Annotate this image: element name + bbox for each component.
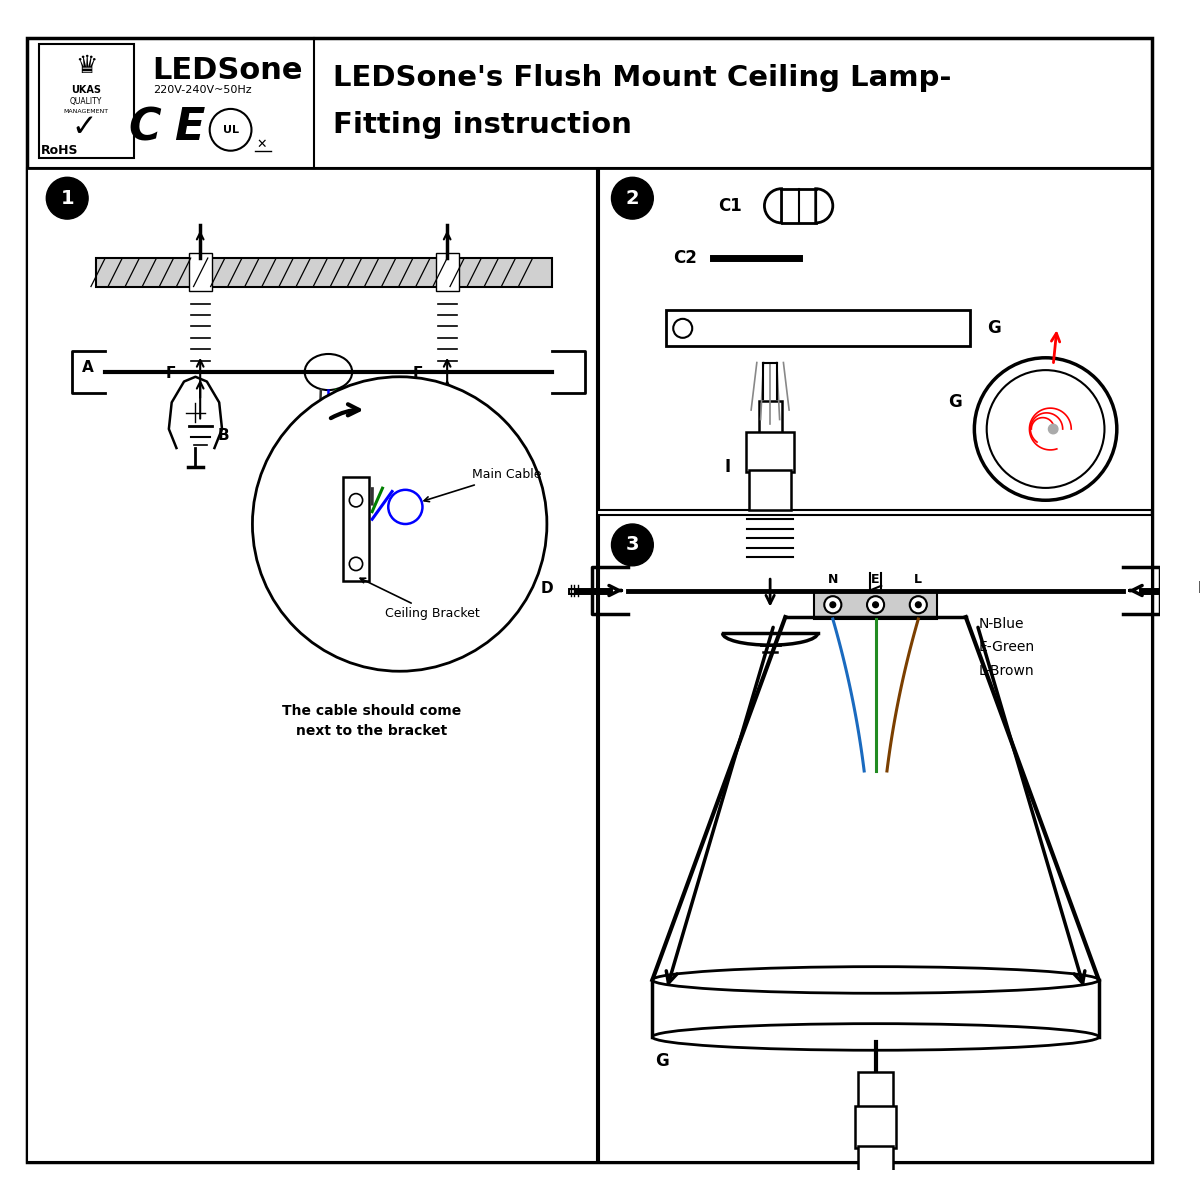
Circle shape xyxy=(612,524,653,566)
Bar xyxy=(854,1106,896,1148)
Circle shape xyxy=(916,602,922,607)
Circle shape xyxy=(986,370,1104,488)
Bar xyxy=(96,258,552,287)
Ellipse shape xyxy=(653,1024,1099,1050)
Text: F: F xyxy=(166,366,176,382)
Bar xyxy=(758,401,781,433)
Bar xyxy=(436,253,458,292)
Bar xyxy=(746,432,794,472)
Bar xyxy=(653,980,1099,1037)
Bar xyxy=(814,590,937,619)
Bar xyxy=(858,1072,893,1108)
Circle shape xyxy=(612,178,653,220)
Text: LEDSone: LEDSone xyxy=(618,644,1133,745)
Bar xyxy=(28,168,598,1163)
Text: N-Blue: N-Blue xyxy=(979,617,1025,631)
Text: D: D xyxy=(541,581,553,596)
Circle shape xyxy=(47,178,88,220)
Bar xyxy=(599,515,1152,1163)
Circle shape xyxy=(872,602,878,607)
Text: D: D xyxy=(1198,581,1200,596)
Bar xyxy=(599,168,1152,510)
Ellipse shape xyxy=(653,967,1099,994)
Text: The cable should come
next to the bracket: The cable should come next to the bracke… xyxy=(282,704,461,738)
Circle shape xyxy=(830,602,835,607)
Circle shape xyxy=(1049,425,1058,433)
Text: L-Brown: L-Brown xyxy=(979,665,1034,678)
Text: LEDSone: LEDSone xyxy=(52,550,566,650)
Text: A: A xyxy=(82,360,94,374)
Text: N: N xyxy=(828,572,838,586)
Circle shape xyxy=(252,377,547,671)
Text: QUALITY: QUALITY xyxy=(70,97,102,106)
Text: UL: UL xyxy=(222,125,239,134)
Text: 2: 2 xyxy=(625,188,640,208)
Circle shape xyxy=(210,109,252,151)
Circle shape xyxy=(673,319,692,338)
Text: E-Green: E-Green xyxy=(979,641,1036,654)
Text: 1: 1 xyxy=(60,188,74,208)
Text: L: L xyxy=(914,572,923,586)
Wedge shape xyxy=(764,188,781,223)
Text: E: E xyxy=(174,107,204,150)
Text: E: E xyxy=(871,572,880,586)
Text: 3: 3 xyxy=(625,535,640,554)
Text: ✓: ✓ xyxy=(72,114,97,143)
Bar xyxy=(666,311,970,347)
Text: C2: C2 xyxy=(673,250,696,268)
Circle shape xyxy=(824,596,841,613)
Circle shape xyxy=(868,596,884,613)
Text: I: I xyxy=(725,458,731,476)
Circle shape xyxy=(349,493,362,506)
Text: B: B xyxy=(464,428,476,443)
Bar xyxy=(749,470,791,510)
Text: C: C xyxy=(128,107,162,150)
Text: G: G xyxy=(986,319,1001,337)
Text: Ceiling Bracket: Ceiling Bracket xyxy=(360,578,480,620)
Text: 220V-240V~50Hz: 220V-240V~50Hz xyxy=(152,85,251,95)
Bar xyxy=(343,476,370,581)
Text: ♛: ♛ xyxy=(76,54,97,78)
Text: LEDSone's Flush Mount Ceiling Lamp-: LEDSone's Flush Mount Ceiling Lamp- xyxy=(334,64,952,91)
Text: LEDSone: LEDSone xyxy=(152,56,304,85)
Wedge shape xyxy=(816,188,833,223)
Text: Fitting instruction: Fitting instruction xyxy=(334,112,632,139)
Text: Main Cable: Main Cable xyxy=(424,468,541,502)
Text: MANAGEMENT: MANAGEMENT xyxy=(64,109,109,114)
Text: B: B xyxy=(217,428,229,443)
Text: F: F xyxy=(413,366,424,382)
Text: C1: C1 xyxy=(719,197,742,215)
Bar xyxy=(38,44,133,158)
Text: UKAS: UKAS xyxy=(71,85,101,95)
Circle shape xyxy=(349,557,362,570)
Text: G: G xyxy=(655,1051,668,1069)
Circle shape xyxy=(910,596,926,613)
Bar xyxy=(188,253,211,292)
Text: ✕: ✕ xyxy=(257,138,268,150)
Bar xyxy=(858,1146,893,1182)
Text: RoHS: RoHS xyxy=(41,144,78,157)
Text: G: G xyxy=(948,394,962,412)
Ellipse shape xyxy=(305,354,352,390)
Circle shape xyxy=(974,358,1117,500)
